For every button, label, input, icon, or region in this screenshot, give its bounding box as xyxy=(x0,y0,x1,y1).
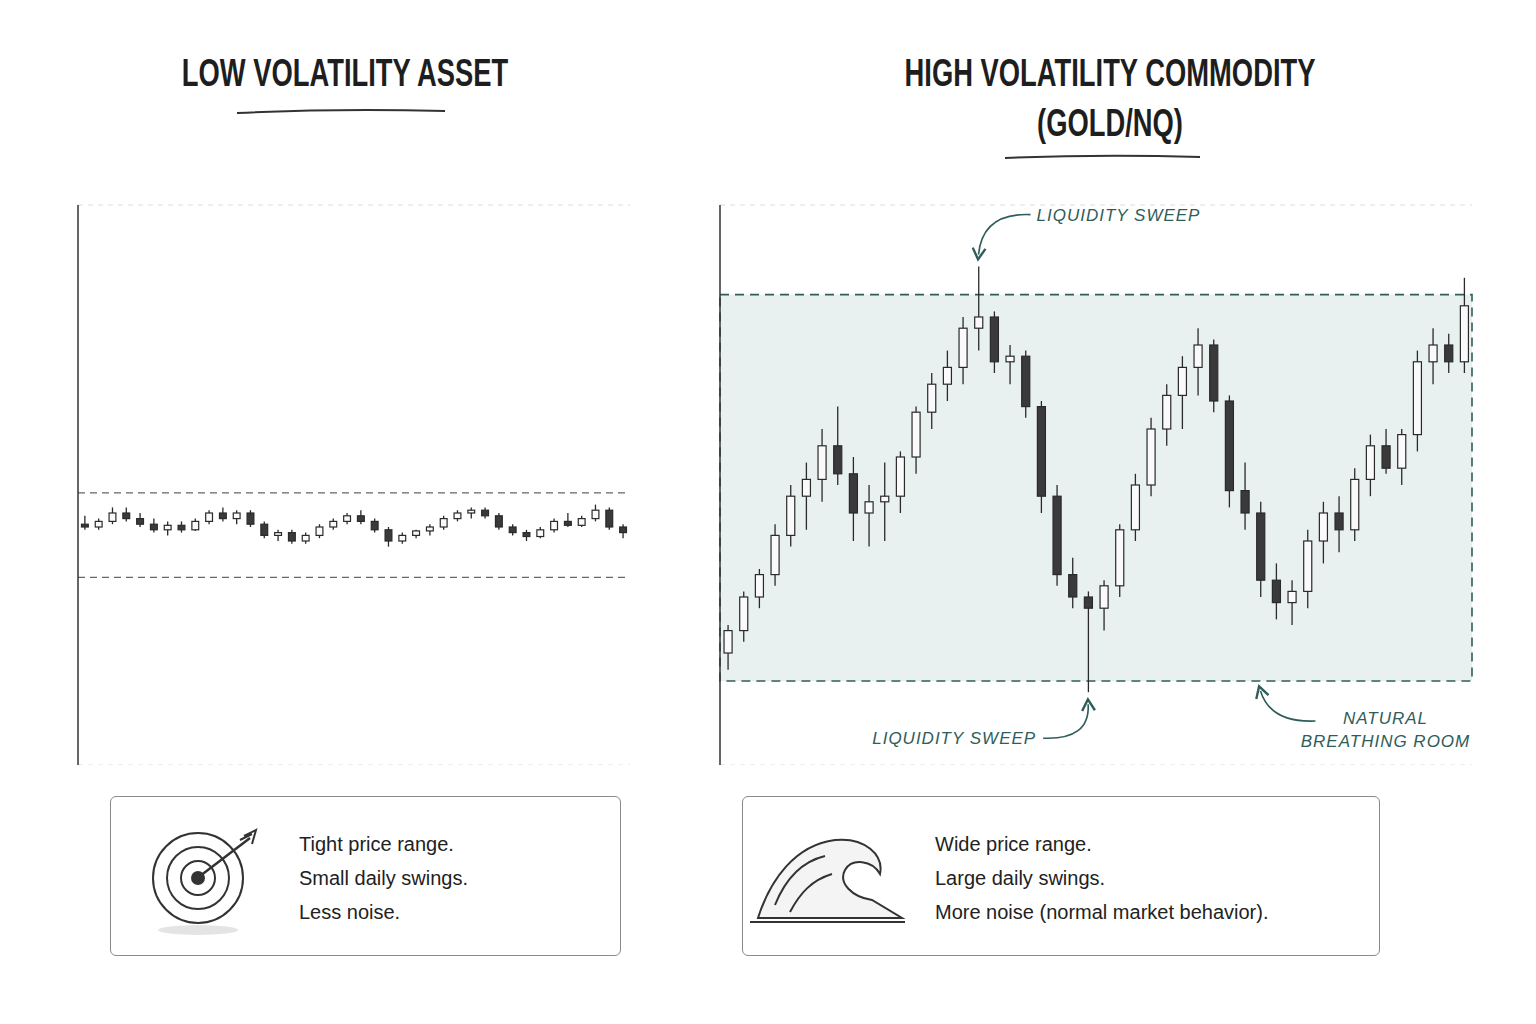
html-text:(GOLD/NQ): (GOLD/NQ) xyxy=(1037,102,1183,144)
html-text:Large daily swings.: Large daily swings. xyxy=(935,867,1106,889)
html-text:More noise (normal market beha: More noise (normal market behavior). xyxy=(935,901,1269,923)
svg-text:NATURAL: NATURAL xyxy=(1343,709,1428,728)
svg-text:LIQUIDITY SWEEP: LIQUIDITY SWEEP xyxy=(872,729,1036,748)
svg-text:LIQUIDITY SWEEP: LIQUIDITY SWEEP xyxy=(1037,206,1201,225)
html-text:Wide price range.: Wide price range. xyxy=(935,833,1092,855)
html-text:Tight price range.: Tight price range. xyxy=(299,833,454,855)
html-text:Small daily swings.: Small daily swings. xyxy=(299,867,468,889)
svg-text:BREATHING ROOM: BREATHING ROOM xyxy=(1301,732,1471,751)
html-text:LOW VOLATILITY ASSET: LOW VOLATILITY ASSET xyxy=(181,52,509,94)
html-text:HIGH VOLATILITY COMMODITY: HIGH VOLATILITY COMMODITY xyxy=(904,52,1316,94)
html-text:Less noise.: Less noise. xyxy=(299,901,401,923)
